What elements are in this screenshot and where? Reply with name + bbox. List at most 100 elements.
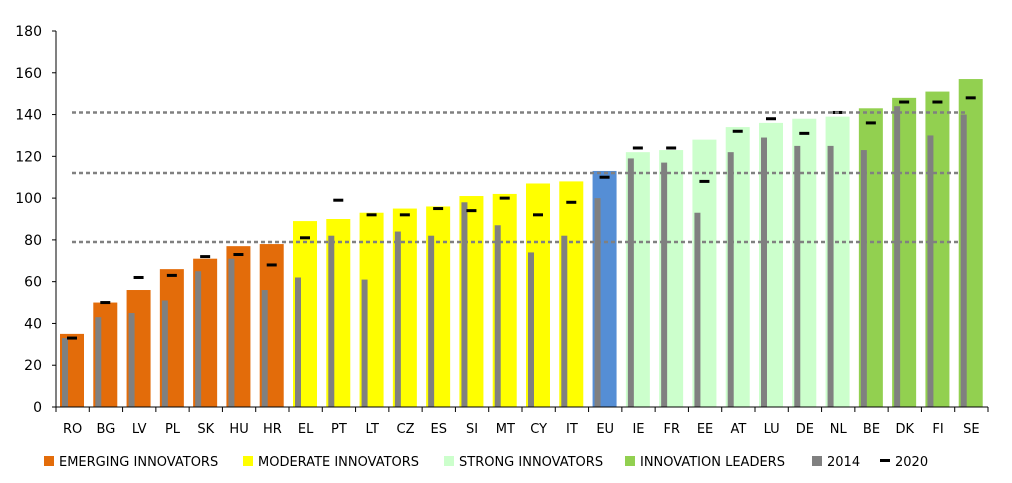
bar-2014-hu (228, 258, 235, 407)
bar-2014-pl (161, 300, 168, 407)
marker-2020-hu (233, 253, 244, 257)
marker-2020-es (433, 207, 444, 211)
bar-2014-sk (195, 271, 202, 407)
legend-label-emerging-innovators: EMERGING INNOVATORS (59, 455, 218, 470)
legend-label-strong-innovators: STRONG INNOVATORS (459, 455, 603, 470)
x-tick-label-mt: MT (496, 422, 515, 437)
x-tick-label-eu: EU (596, 422, 614, 437)
x-tick-label-sk: SK (197, 422, 214, 437)
bar-2014-es (428, 235, 435, 407)
x-tick-label-at: AT (730, 422, 746, 437)
bar-2014-pt (328, 235, 335, 407)
y-tick-label-40: 40 (24, 316, 42, 332)
x-tick-label-fr: FR (664, 422, 681, 437)
legend-label-moderate-innovators: MODERATE INNOVATORS (258, 455, 419, 470)
legend-swatch-innovation-leaders (625, 456, 635, 466)
bar-2014-lu (761, 137, 767, 408)
x-tick-label-ro: RO (63, 422, 82, 437)
bar-2014-ro (62, 338, 68, 407)
y-tick-label-140: 140 (15, 108, 42, 124)
y-tick-label-180: 180 (15, 24, 42, 40)
bar-2014-fr (661, 162, 668, 407)
y-tick-label-0: 0 (33, 400, 42, 416)
marker-2020-se (965, 96, 976, 100)
bar-2014-nl (827, 145, 834, 407)
bar-2014-mt (494, 225, 501, 407)
marker-2020-de (799, 131, 810, 135)
bar-2014-hr (261, 290, 268, 407)
marker-2020-fi (932, 100, 943, 104)
bar-2014-el (295, 277, 301, 407)
bar-2014-fi (927, 135, 934, 407)
bar-2014-it (561, 235, 568, 407)
x-tick-label-dk: DK (896, 422, 915, 437)
marker-2020-cy (533, 213, 543, 217)
y-tick-label-120: 120 (15, 149, 42, 165)
marker-2020-lu (766, 117, 776, 121)
x-tick-label-hu: HU (229, 422, 248, 437)
marker-2020-el (300, 236, 310, 240)
legend-swatch-emerging-innovators (44, 456, 54, 466)
marker-2020-ie (632, 146, 643, 150)
bar-2014-at (727, 152, 734, 407)
bar-2014-eu (594, 198, 601, 407)
legend-swatch-moderate-innovators (243, 456, 253, 466)
legend-marker-2020 (880, 459, 890, 462)
x-tick-label-nl: NL (830, 422, 848, 437)
x-tick-label-ie: IE (632, 422, 644, 437)
x-tick-label-lv: LV (132, 422, 147, 437)
x-tick-label-be: BE (863, 422, 880, 437)
marker-2020-lt (366, 213, 377, 217)
x-tick-label-lu: LU (764, 422, 780, 437)
marker-2020-mt (499, 196, 510, 200)
marker-2020-fr (666, 146, 677, 150)
bar-2014-de (794, 145, 801, 407)
x-tick-label-cz: CZ (397, 422, 415, 437)
bar-2014-cy (528, 252, 534, 407)
marker-2020-ro (67, 336, 77, 340)
x-tick-label-pt: PT (331, 422, 347, 437)
marker-2020-ee (699, 179, 710, 183)
x-tick-label-cy: CY (530, 422, 547, 437)
x-tick-label-ee: EE (697, 422, 713, 437)
marker-2020-si (466, 209, 477, 213)
marker-2020-be (865, 121, 876, 125)
x-tick-label-hr: HR (263, 422, 282, 437)
marker-2020-hr (266, 263, 277, 267)
legend-label-2020: 2020 (895, 455, 928, 470)
marker-2020-pt (333, 198, 344, 202)
x-tick-label-se: SE (963, 422, 979, 437)
legend-label-2014: 2014 (827, 455, 860, 470)
bar-2014-ee (694, 212, 701, 407)
marker-2020-it (566, 200, 577, 204)
x-tick-label-el: EL (298, 422, 314, 437)
x-tick-label-bg: BG (97, 422, 116, 437)
bar-2014-cz (394, 231, 401, 407)
marker-2020-at (732, 129, 743, 133)
marker-2020-sk (200, 255, 211, 259)
legend-label-innovation-leaders: INNOVATION LEADERS (640, 455, 785, 470)
y-tick-label-80: 80 (24, 233, 42, 249)
bar-2014-lt (361, 279, 368, 407)
bar-2014-ie (627, 158, 634, 407)
bar-2014-bg (95, 317, 102, 407)
x-tick-label-it: IT (566, 422, 578, 437)
bar-2014-lv (128, 313, 135, 407)
x-tick-label-de: DE (796, 422, 814, 437)
bar-2014-dk (894, 106, 901, 407)
x-tick-label-si: SI (466, 422, 478, 437)
marker-2020-lv (133, 275, 144, 279)
y-tick-label-100: 100 (15, 191, 42, 207)
y-tick-label-60: 60 (24, 275, 42, 291)
y-tick-label-20: 20 (24, 358, 42, 374)
marker-2020-eu (599, 175, 610, 179)
legend-swatch-2014 (812, 456, 822, 466)
x-tick-label-lt: LT (366, 422, 379, 437)
legend-swatch-strong-innovators (444, 456, 454, 466)
bar-2014-si (461, 202, 468, 407)
x-tick-label-pl: PL (165, 422, 181, 437)
marker-2020-cz (399, 213, 410, 217)
marker-2020-pl (166, 273, 177, 277)
